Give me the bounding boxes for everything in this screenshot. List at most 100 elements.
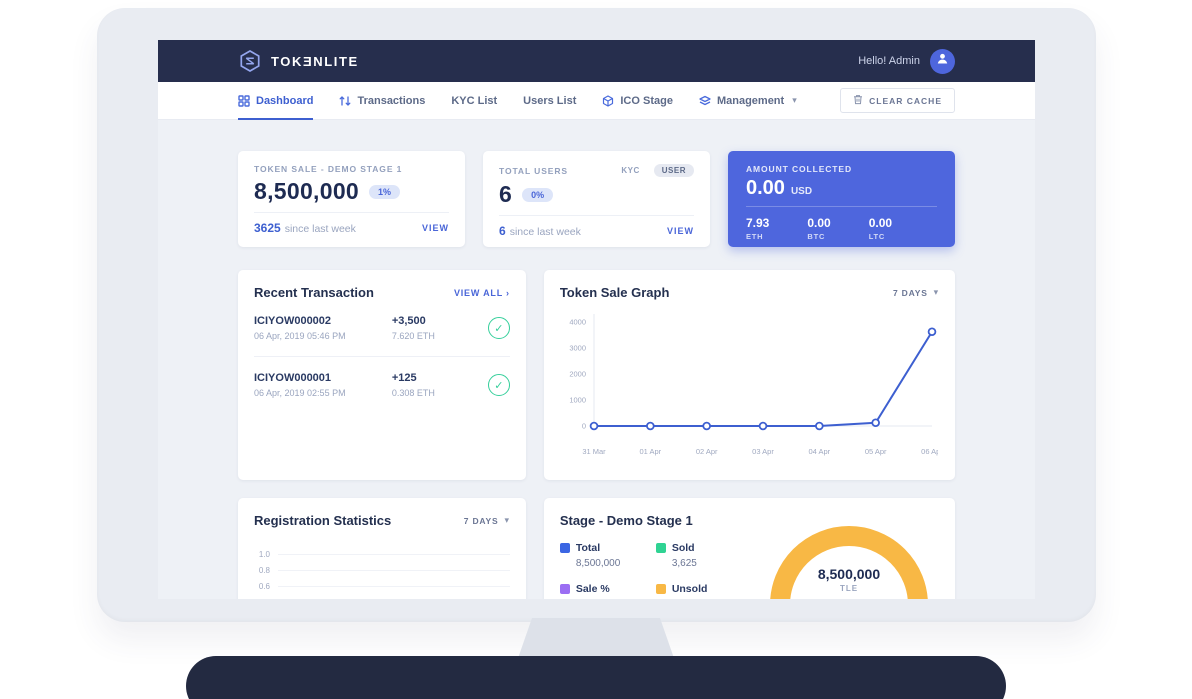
clear-cache-button[interactable]: CLEAR CACHE	[840, 88, 955, 113]
user-avatar[interactable]	[930, 48, 955, 74]
panel-title: Registration Statistics	[254, 513, 392, 528]
token-sale-card: TOKEN SALE - DEMO STAGE 1 8,500,000 1% 3…	[238, 151, 465, 247]
nav-item-management[interactable]: Management ▾	[699, 82, 797, 120]
kyc-tab[interactable]: KYC	[621, 166, 640, 175]
legend-value: 8,500,000	[575, 558, 621, 569]
total-users-value: 6	[499, 181, 513, 207]
breakdown-value: 0.00	[807, 216, 831, 230]
token-sale-value: 8,500,000	[254, 178, 360, 204]
device-frame: TOKƎNLITE Hello! Admin	[97, 8, 1096, 622]
legend-swatch	[655, 584, 666, 594]
svg-text:2000: 2000	[569, 370, 586, 379]
check-glyph: ✓	[494, 322, 504, 335]
legend-item-unsold: Unsold	[655, 583, 766, 599]
stage-gauge-arc	[770, 526, 928, 599]
trash-icon	[853, 94, 863, 107]
brand[interactable]: TOKƎNLITE	[238, 49, 359, 73]
card-title: TOKEN SALE - DEMO STAGE 1	[254, 164, 403, 174]
svg-text:01 Apr: 01 Apr	[639, 447, 661, 456]
confirmed-check-icon: ✓	[487, 374, 510, 396]
nav-item-users-list[interactable]: Users List	[523, 82, 576, 120]
view-link[interactable]: VIEW	[666, 226, 694, 236]
stage-gauge: 8,500,000 TLE	[759, 510, 939, 599]
y-tick: 0.8	[258, 565, 270, 575]
svg-text:04 Apr: 04 Apr	[808, 447, 830, 456]
grid-icon	[238, 94, 250, 107]
growth-badge: 1%	[369, 184, 401, 199]
nav-item-dashboard[interactable]: Dashboard	[238, 82, 314, 120]
legend-swatch	[655, 543, 666, 553]
card-title: TOTAL USERS	[499, 165, 568, 176]
dashboard-content: TOKEN SALE - DEMO STAGE 1 8,500,000 1% 3…	[158, 120, 1035, 599]
transaction-row[interactable]: ICIYOW000001 06 Apr, 2019 02:55 PM +125 …	[254, 357, 510, 413]
chevron-down-icon: ▾	[933, 287, 939, 297]
cube-icon	[602, 94, 614, 107]
delta-value: 6	[499, 224, 506, 238]
delta-label: since last week	[509, 226, 581, 238]
svg-text:4000: 4000	[569, 318, 586, 327]
main-nav: Dashboard Transactions KYC List Users Li	[158, 82, 1035, 120]
transaction-row[interactable]: ICIYOW000002 06 Apr, 2019 05:46 PM +3,50…	[254, 300, 510, 357]
svg-text:1000: 1000	[569, 396, 586, 405]
transaction-date: 06 Apr, 2019 05:46 PM	[254, 331, 346, 341]
nav-label: Management	[716, 94, 785, 107]
registration-statistics-card: Registration Statistics 7 DAYS ▾ 1.0 0.8…	[238, 498, 526, 599]
legend-label: Sale %	[575, 583, 610, 595]
delta-value: 3625	[254, 221, 281, 235]
nav-label: Users List	[523, 94, 577, 107]
panel-title: Recent Transaction	[254, 285, 374, 300]
gauge-unit: TLE	[839, 584, 859, 593]
transaction-date: 06 Apr, 2019 02:55 PM	[254, 388, 346, 398]
delta-label: since last week	[284, 223, 356, 235]
delta-text: 6 since last week	[499, 224, 581, 238]
nav-label: Transactions	[357, 94, 426, 107]
svg-text:3000: 3000	[569, 344, 586, 353]
nav-label: KYC List	[451, 94, 498, 107]
greeting-text: Hello! Admin	[858, 55, 920, 67]
total-users-card: TOTAL USERS KYC USER 6 0% 6 since last we…	[483, 151, 710, 247]
breakdown-value: 0.00	[868, 216, 893, 230]
svg-text:06 Apr: 06 Apr	[921, 447, 938, 456]
breakdown-ltc: 0.00 LTC	[869, 216, 892, 241]
screen: TOKƎNLITE Hello! Admin	[158, 40, 1035, 599]
legend-item-sold: Sold 3,625	[655, 542, 766, 569]
nav-item-kyc-list[interactable]: KYC List	[451, 82, 497, 120]
recent-transactions-card: Recent Transaction VIEW ALL › ICIYOW0000…	[238, 270, 526, 480]
transaction-amount: +125	[391, 372, 417, 384]
range-label: 7 DAYS	[892, 287, 928, 298]
svg-text:02 Apr: 02 Apr	[696, 447, 718, 456]
gauge-value: 8,500,000	[817, 566, 881, 582]
breakdown-btc: 0.00 BTC	[807, 216, 830, 241]
token-sale-chart: 0 1000 2000 3000 4000 31 Mar 01 Apr 02 Apr 03 Ap…	[569, 314, 938, 456]
stage-card: Stage - Demo Stage 1 Total 8,500,000 Sol…	[543, 498, 955, 599]
view-link[interactable]: VIEW	[421, 223, 449, 233]
top-navbar: TOKƎNLITE Hello! Admin	[158, 40, 1035, 82]
y-tick: 1.0	[258, 549, 270, 559]
legend-label: Unsold	[671, 583, 708, 595]
svg-text:03 Apr: 03 Apr	[752, 447, 774, 456]
view-all-link[interactable]: VIEW ALL ›	[454, 288, 510, 298]
currency-breakdown: 7.93 ETH 0.00 BTC 0.00 LTC	[746, 216, 937, 241]
panel-title: Token Sale Graph	[559, 285, 670, 300]
card-title: AMOUNT COLLECTED	[746, 164, 853, 174]
user-tab[interactable]: USER	[653, 164, 694, 177]
confirmed-check-icon: ✓	[487, 317, 510, 339]
bottom-row: Registration Statistics 7 DAYS ▾ 1.0 0.8…	[238, 498, 955, 599]
user-icon	[936, 52, 949, 70]
device-base	[186, 656, 1006, 699]
range-dropdown[interactable]: 7 DAYS ▾	[893, 288, 939, 298]
delta-text: 3625 since last week	[254, 221, 356, 235]
amount-value: 0.00	[746, 177, 785, 199]
legend-swatch	[559, 543, 570, 553]
breakdown-unit: LTC	[868, 232, 886, 241]
gridline	[278, 569, 510, 571]
transaction-crypto: 0.308 ETH	[391, 388, 435, 398]
user-area: Hello! Admin	[858, 48, 955, 74]
breakdown-value: 7.93	[746, 216, 770, 230]
nav-item-ico-stage[interactable]: ICO Stage	[602, 82, 673, 120]
range-dropdown[interactable]: 7 DAYS ▾	[464, 516, 510, 526]
swap-arrows-icon	[339, 95, 351, 107]
nav-item-transactions[interactable]: Transactions	[339, 82, 425, 120]
check-glyph: ✓	[494, 379, 504, 392]
